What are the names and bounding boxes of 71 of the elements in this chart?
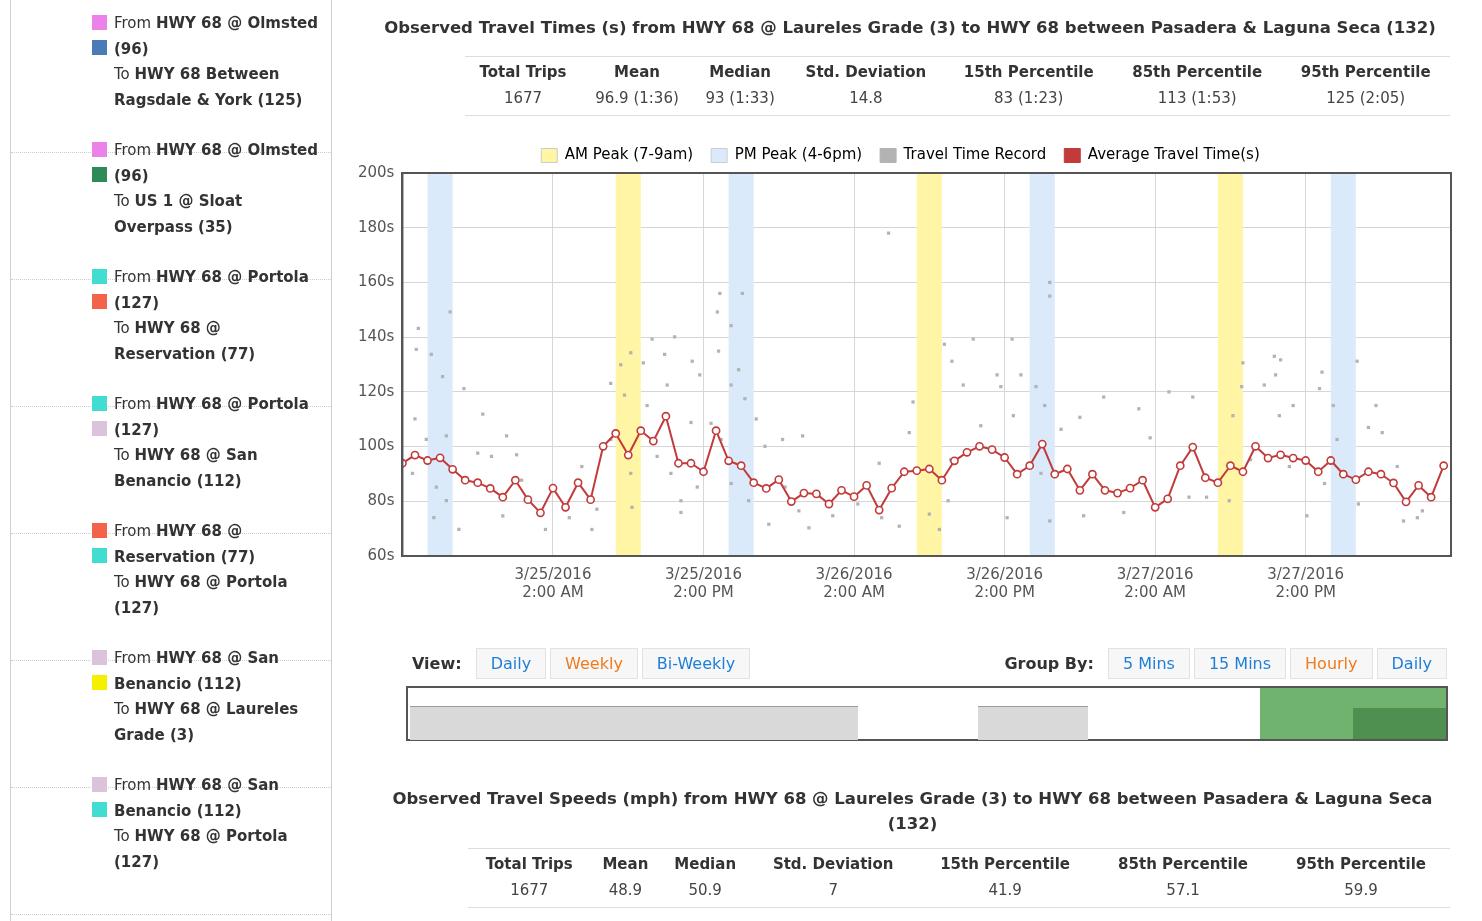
text: To HWY 68 @ Laureles Grade (3)	[114, 699, 300, 746]
text: Mean	[601, 854, 650, 875]
text: 14.8	[848, 88, 884, 109]
text: 7	[827, 880, 839, 901]
text: Median	[673, 854, 738, 875]
text: From HWY 68 @ Olmsted (96)	[114, 140, 319, 187]
text: 85th Percentile	[1131, 62, 1264, 83]
text: Hourly	[1290, 648, 1373, 679]
text: From HWY 68 @ San Benancio (112)	[114, 648, 281, 695]
text: 113 (1:53)	[1156, 88, 1238, 109]
text: 59.9	[1343, 880, 1379, 901]
text: 5 Mins	[1107, 648, 1190, 679]
text: Weekly	[550, 648, 638, 679]
text: From HWY 68 @ Portola (127)	[114, 267, 310, 314]
text: 1677	[509, 880, 550, 901]
x-tick-label: 3/26/2016 2:00 AM	[815, 564, 893, 601]
text: From HWY 68 @ San Benancio (112)	[114, 775, 281, 822]
text: 50.9	[687, 880, 723, 901]
text: 95th Percentile	[1295, 854, 1427, 875]
text: Mean	[613, 62, 661, 83]
text: 15 Mins	[1193, 648, 1287, 679]
legend-label: PM Peak (4-6pm)	[734, 145, 863, 164]
text: To US 1 @ Sloat Overpass (35)	[114, 191, 244, 238]
chart-title: Observed Travel Times (s) from HWY 68 @ Laureles Grade (3) to HWY 68 between Pasadera & Laguna Seca (132)	[383, 18, 1437, 37]
y-tick-label: 120s	[357, 381, 395, 400]
legend-label: Travel Time Record	[902, 145, 1047, 164]
text: 83 (1:23)	[993, 88, 1065, 109]
x-tick-label: 3/27/2016 2:00 AM	[1116, 564, 1194, 601]
text: Group By:	[1004, 653, 1095, 675]
text: Daily	[1376, 648, 1447, 679]
text: Std. Deviation	[771, 854, 895, 875]
text: 41.9	[987, 880, 1023, 901]
text: To HWY 68 @ San Benancio (112)	[114, 445, 259, 492]
x-tick-label: 3/26/2016 2:00 PM	[966, 564, 1044, 601]
text: 15th Percentile	[962, 62, 1095, 83]
x-tick-label: 3/27/2016 2:00 PM	[1267, 564, 1345, 601]
text: Total Trips	[484, 854, 574, 875]
text: 93 (1:33)	[704, 88, 776, 109]
text: 95th Percentile	[1299, 62, 1432, 83]
text: View:	[412, 653, 463, 675]
text: To HWY 68 @ Portola (127)	[114, 572, 289, 619]
text: Daily	[475, 648, 547, 679]
text: 57.1	[1165, 880, 1201, 901]
y-tick-label: 200s	[357, 162, 395, 181]
text: To HWY 68 @ Reservation (77)	[114, 318, 257, 365]
text: 48.9	[607, 880, 644, 901]
y-tick-label: 80s	[367, 491, 395, 510]
text: Median	[708, 62, 773, 83]
text: 1677	[502, 88, 544, 109]
y-tick-label: 100s	[357, 436, 395, 455]
y-tick-label: 140s	[357, 327, 395, 346]
x-tick-label: 3/25/2016 2:00 AM	[514, 564, 592, 601]
text: From HWY 68 @ Reservation (77)	[114, 521, 257, 568]
text: From HWY 68 @ Portola (127)	[114, 394, 310, 441]
y-tick-label: 60s	[367, 545, 395, 564]
text: From HWY 68 @ Olmsted (96)	[114, 13, 319, 60]
y-tick-label: 180s	[357, 217, 395, 236]
legend-label: AM Peak (7-9am)	[564, 145, 694, 164]
legend-label: Average Travel Time(s)	[1087, 145, 1260, 164]
text: To HWY 68 Between Ragsdale & York (125)	[114, 64, 304, 111]
y-tick-label: 160s	[357, 272, 395, 291]
text: Std. Deviation	[804, 62, 928, 83]
text: 85th Percentile	[1117, 854, 1249, 875]
x-tick-label: 3/25/2016 2:00 PM	[665, 564, 742, 601]
text: To HWY 68 @ Portola (127)	[114, 826, 289, 873]
text: 96.9 (1:36)	[594, 88, 680, 109]
text: Observed Travel Speeds (mph) from HWY 68 @ Laureles Grade (3) to HWY 68 between Pasadera & Laguna Seca (132)	[391, 788, 1434, 835]
text: 125 (2:05)	[1325, 88, 1407, 109]
text: Total Trips	[478, 62, 568, 83]
text: 15th Percentile	[939, 854, 1072, 875]
text: Bi-Weekly	[641, 648, 751, 679]
